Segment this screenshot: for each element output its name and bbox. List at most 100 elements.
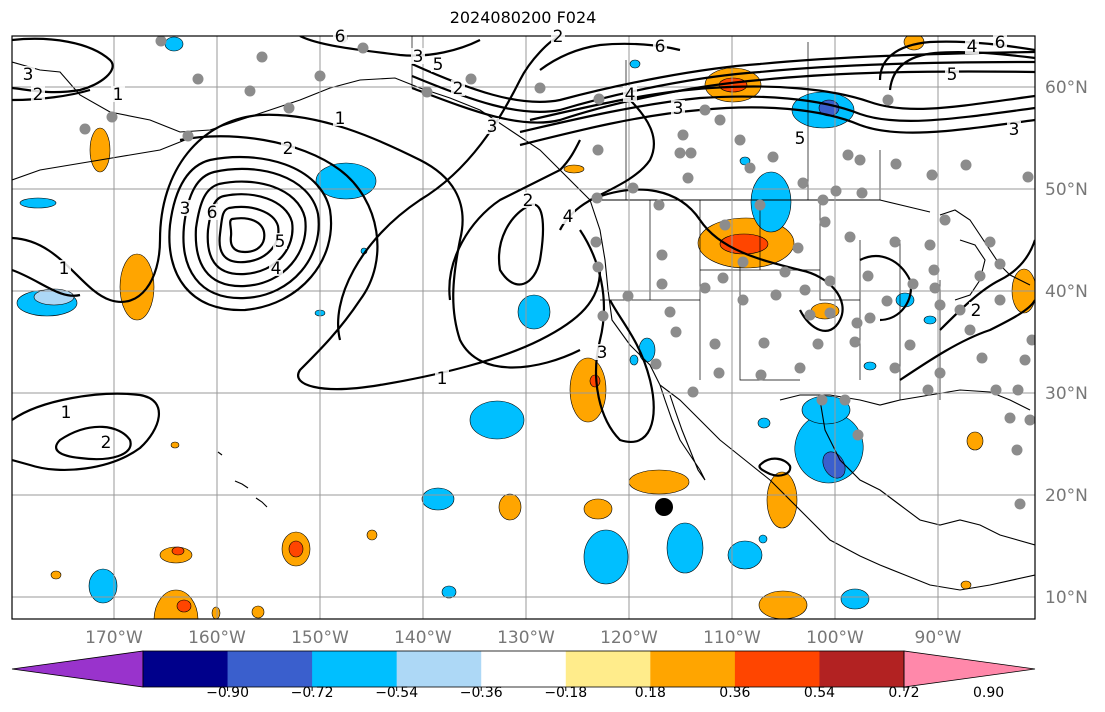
colorbar-box [143,651,229,687]
colorbar-tick-label: −0.18 [544,685,587,701]
contour-label: 1 [59,259,70,279]
contour-label: 4 [271,259,282,279]
colorbar-extend-high [903,650,1036,688]
station-dot [929,282,941,294]
station-dot [192,73,204,85]
contour-label: 3 [1009,120,1020,140]
station-dot [357,42,369,54]
colorbar-box [481,651,567,687]
station-dot [465,73,477,85]
station-dot [79,123,91,135]
contour-label: 3 [673,99,684,119]
station-dot [155,36,167,47]
coastline-segment [255,497,268,508]
colorbar-box [565,651,651,687]
anomaly-patch [315,162,377,200]
contour-label-bg [993,34,1007,50]
coastline-segment [12,139,186,181]
station-dot [984,236,996,248]
contour-line [337,36,561,341]
station-dot [664,306,676,318]
station-dot [994,258,1006,270]
contour-label: 1 [437,369,448,389]
station-dot [881,295,893,307]
station-dot [779,266,791,278]
contour-label: 2 [101,433,112,453]
anomaly-patch [50,570,62,580]
colorbar-extend-low [11,650,144,688]
contour-label: 3 [23,65,34,85]
anomaly-patch [563,164,585,174]
station-dot [767,151,779,163]
station-dot [926,169,938,181]
lon-label: 150°W [291,628,349,648]
station-dot [830,185,842,197]
anomaly-patch [88,568,118,604]
anomaly-patch [583,498,613,520]
station-dot [597,310,609,322]
station-dot [824,275,836,287]
station-dot [797,177,809,189]
contour-label-bg [969,302,983,318]
contour-line [559,99,655,231]
contour-line [878,40,1035,81]
contour-label: 3 [413,47,424,67]
contour-line [299,36,481,57]
lat-label: 60°N [1045,78,1088,98]
station-dot [674,147,686,159]
station-dot [314,70,326,82]
contour-label-bg [273,233,287,249]
station-dot [1004,412,1016,424]
contour-label-bg [595,344,609,360]
anomaly-patch [758,590,808,619]
latitude-labels: 60°N 50°N 40°N 30°N 20°N 10°N [1045,78,1088,608]
contour-label-bg [521,192,535,208]
colorbar-tick-label: 0.36 [719,685,750,701]
station-dot [593,93,605,105]
contour-line [12,268,81,297]
station-dot [862,270,874,282]
station-dot [939,214,951,226]
contour-label-bg [31,86,45,102]
station-dot [817,194,829,206]
contour-line [448,139,581,301]
contour-label-bg [653,38,667,54]
contour-line [55,425,132,461]
anomaly-patch [757,417,771,429]
station-dot [1022,171,1034,183]
contour-label-bg [99,434,113,450]
contour-line [589,188,844,332]
contour-line [12,88,91,102]
coastline-segment [589,199,1035,591]
station-dot [656,249,668,261]
contour-label-bg [333,110,347,126]
contour-label: 2 [33,85,44,105]
contour-label: 6 [335,27,346,47]
station-dot [244,85,256,97]
anomaly-patch [469,400,525,440]
anomaly-patch [19,197,57,209]
station-dot [737,294,749,306]
anomaly-patch [569,357,607,423]
station-dot [653,199,665,211]
anomaly-patch [517,294,551,330]
contour-label: 6 [995,33,1006,53]
gridlines [12,36,1035,619]
anomaly-patch [498,493,522,521]
contour-label: 1 [335,109,346,129]
station-dot [699,104,711,116]
anomaly-patch [288,540,304,558]
anomaly-patch [628,469,690,495]
contour-line [758,457,792,477]
lon-label: 130°W [497,628,555,648]
anomaly-patch [629,59,641,69]
station-dot [854,154,866,166]
station-dot [656,278,668,290]
plot-area [12,36,1035,619]
station-dot [964,324,976,336]
station-dot [687,386,699,398]
contour-label: 2 [553,27,564,47]
contour-label: 3 [487,117,498,137]
station-dot [713,367,725,379]
lon-label: 170°W [85,628,143,648]
